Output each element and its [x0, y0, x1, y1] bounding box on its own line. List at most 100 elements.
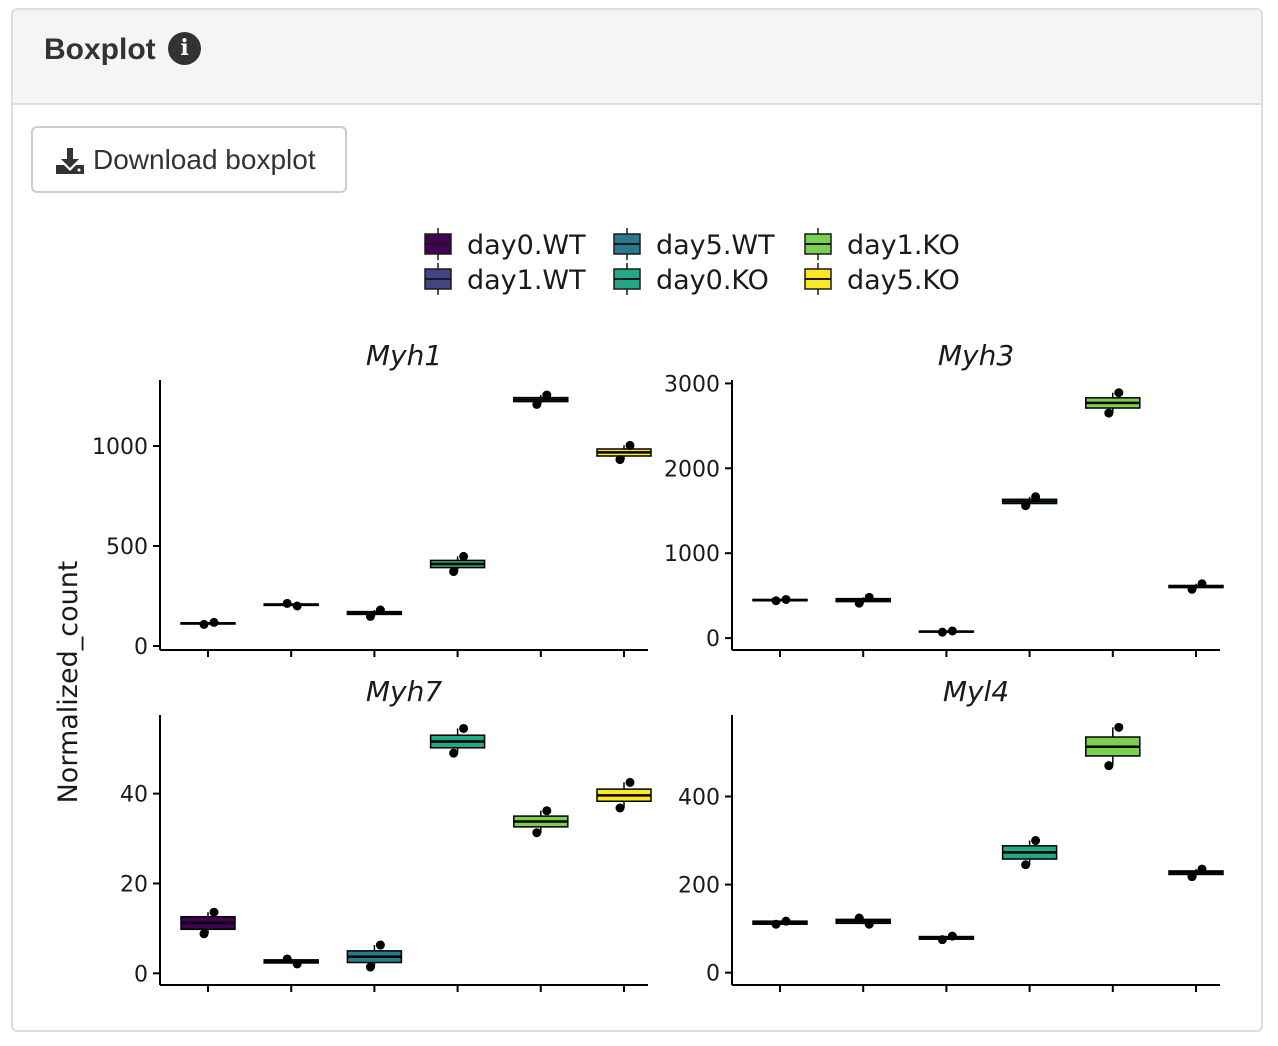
facet-Myh1: Myh1 0 500 1000: [92, 339, 652, 660]
facet-Myh7: Myh7 0 20 40: [120, 675, 652, 992]
y-tick-label: 0: [706, 962, 720, 987]
legend-label-day1.KO: day1.KO: [847, 230, 960, 261]
y-axis-label: Normalized_count: [53, 561, 84, 804]
point-day5.KO: [1187, 872, 1197, 882]
point-day0.KO: [449, 567, 459, 577]
point-day5.WT: [375, 940, 385, 950]
card-title: Boxplot: [44, 33, 156, 66]
legend-item-day1.WT: day1.WT: [424, 263, 586, 296]
point-day0.WT: [209, 907, 219, 917]
y-tick-label: 20: [120, 872, 148, 897]
box-day0.KO: [1001, 496, 1058, 506]
point-day5.KO: [1197, 579, 1207, 589]
point-day5.WT: [365, 611, 375, 621]
box-day5.WT: [346, 945, 403, 968]
facet-title: Myh7: [366, 675, 442, 708]
box-day1.KO: [1085, 392, 1141, 414]
legend-item-day5.KO: day5.KO: [804, 263, 960, 296]
box-day1.KO: [513, 810, 569, 833]
point-day5.WT: [947, 626, 957, 636]
point-day5.WT: [937, 935, 947, 945]
point-day0.KO: [449, 748, 459, 758]
info-icon[interactable]: i: [168, 32, 201, 65]
y-tick-label: 1000: [92, 435, 148, 460]
point-day0.WT: [781, 594, 791, 604]
point-day1.KO: [1114, 388, 1124, 398]
point-day5.KO: [625, 777, 635, 787]
point-day1.WT: [292, 601, 302, 611]
legend-label-day5.KO: day5.KO: [847, 265, 960, 296]
legend-item-day5.WT: day5.WT: [613, 228, 775, 261]
point-day1.WT: [282, 954, 292, 964]
point-day0.KO: [1031, 492, 1041, 502]
legend-item-day1.KO: day1.KO: [804, 228, 960, 261]
point-day1.WT: [282, 598, 292, 608]
point-day1.WT: [864, 919, 874, 929]
point-day1.KO: [532, 828, 542, 838]
point-day1.KO: [1114, 722, 1124, 732]
point-day0.WT: [199, 929, 209, 939]
point-day5.WT: [375, 605, 385, 615]
point-day0.KO: [459, 723, 469, 733]
box-day5.KO: [596, 445, 652, 460]
box-day0.KO: [1001, 840, 1058, 865]
y-tick-label: 0: [134, 962, 148, 987]
download-button-label: Download boxplot: [93, 144, 316, 175]
y-tick-label: 0: [134, 635, 148, 660]
point-day5.WT: [365, 962, 375, 972]
point-day1.KO: [542, 806, 552, 816]
facet-Myh3: Myh3 0 1000 2000 3000: [664, 339, 1224, 657]
point-day1.WT: [854, 598, 864, 608]
legend-label-day0.WT: day0.WT: [467, 230, 586, 261]
point-day0.WT: [771, 919, 781, 929]
point-day1.KO: [542, 390, 552, 400]
point-day1.KO: [532, 399, 542, 409]
point-day0.KO: [1021, 860, 1031, 870]
legend-item-day0.KO: day0.KO: [613, 263, 769, 296]
point-day0.KO: [459, 551, 469, 561]
point-day5.KO: [1187, 584, 1197, 594]
box-day1.KO: [513, 395, 569, 405]
y-tick-label: 1000: [664, 542, 720, 567]
legend-item-day0.WT: day0.WT: [424, 228, 586, 261]
y-tick-label: 0: [706, 627, 720, 652]
point-day5.WT: [947, 931, 957, 941]
box-day1.KO: [1085, 727, 1141, 766]
facet-Myl4: Myl4 0 200 400: [678, 675, 1224, 992]
point-day0.KO: [1021, 501, 1031, 511]
legend-label-day5.WT: day5.WT: [656, 230, 775, 261]
point-day5.KO: [615, 803, 625, 813]
point-day1.WT: [854, 913, 864, 923]
box-day5.KO: [596, 782, 652, 808]
point-day0.KO: [1031, 836, 1041, 846]
point-day5.WT: [937, 627, 947, 637]
box-day0.WT: [180, 912, 236, 934]
facet-title: Myh3: [938, 339, 1014, 372]
point-day1.KO: [1104, 408, 1114, 418]
point-day5.KO: [615, 455, 625, 465]
facet-title: Myl4: [943, 675, 1009, 708]
y-tick-label: 400: [678, 785, 720, 810]
y-tick-label: 500: [106, 535, 148, 560]
point-day5.KO: [625, 440, 635, 450]
point-day0.WT: [771, 596, 781, 606]
legend-label-day0.KO: day0.KO: [656, 265, 769, 296]
box-day0.KO: [429, 556, 486, 572]
point-day1.WT: [864, 592, 874, 602]
point-day1.WT: [292, 959, 302, 969]
point-day0.WT: [781, 916, 791, 926]
download-boxplot-button[interactable]: Download boxplot: [31, 126, 347, 193]
y-tick-label: 3000: [664, 372, 720, 397]
facet-title: Myh1: [366, 339, 442, 372]
download-icon: [56, 148, 84, 174]
y-tick-label: 2000: [664, 457, 720, 482]
point-day5.KO: [1197, 864, 1207, 874]
y-tick-label: 200: [678, 874, 720, 899]
point-day0.WT: [209, 617, 219, 627]
point-day1.KO: [1104, 761, 1114, 771]
point-day0.WT: [199, 619, 209, 629]
y-tick-label: 40: [120, 783, 148, 808]
box-day0.KO: [429, 728, 486, 754]
legend-label-day1.WT: day1.WT: [467, 265, 586, 296]
